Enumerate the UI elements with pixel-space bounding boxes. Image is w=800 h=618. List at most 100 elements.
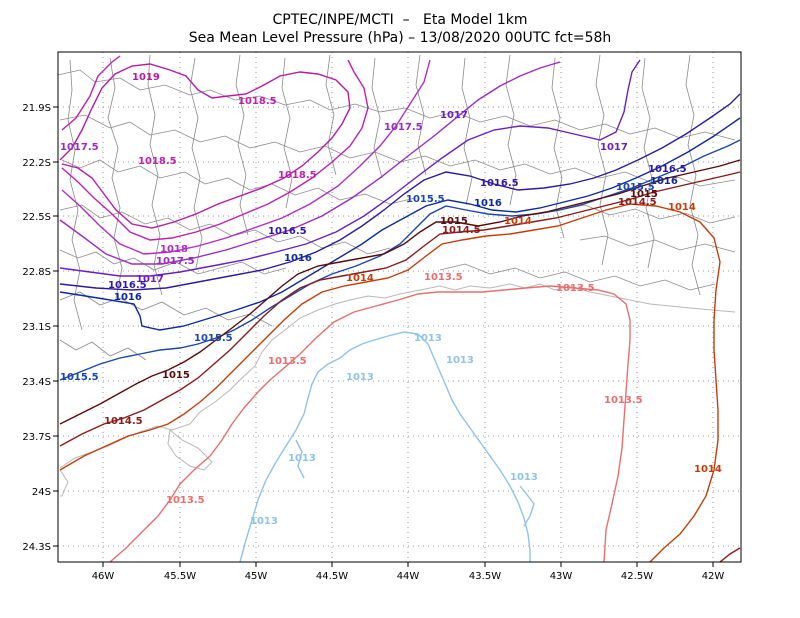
border-line bbox=[579, 235, 736, 253]
isobar-label: 1015 bbox=[630, 189, 658, 200]
axis-tick-marks bbox=[53, 106, 714, 567]
isobar-label: 1015.5 bbox=[616, 182, 655, 193]
y-tick-label: 22.8S bbox=[22, 267, 51, 278]
x-tick-label: 44.5W bbox=[316, 571, 348, 582]
isobar-1017-5 bbox=[59, 61, 561, 265]
isobar-label: 1014.5 bbox=[104, 416, 143, 427]
isobar-label: 1015.5 bbox=[194, 333, 233, 344]
x-tick-label: 43.5W bbox=[469, 571, 501, 582]
isobar-label: 1015.5 bbox=[406, 194, 445, 205]
x-tick-label: 45.5W bbox=[164, 571, 196, 582]
border-line bbox=[277, 235, 391, 255]
isobar-label: 1014.5 bbox=[442, 225, 481, 236]
border-line bbox=[147, 54, 163, 296]
border-line bbox=[371, 57, 383, 179]
isobar-label: 1016 bbox=[114, 292, 142, 303]
isobar-label: 1013 bbox=[414, 333, 442, 344]
isobar-1014-b bbox=[719, 547, 741, 562]
isobar-1013-c bbox=[519, 485, 535, 527]
x-tick-label: 46W bbox=[92, 571, 115, 582]
isobar-label: 1013 bbox=[346, 372, 374, 383]
x-tick-label: 44W bbox=[397, 571, 420, 582]
isobar-1018-5-b bbox=[61, 59, 369, 241]
plot-frame bbox=[57, 51, 742, 563]
isobar-label: 1017 bbox=[440, 110, 468, 121]
isobar-label: 1017.5 bbox=[156, 256, 195, 267]
isobar-label: 1018.5 bbox=[138, 156, 177, 167]
y-axis-labels: 21.9S 22.2S 22.5S 22.8S 23.1S 23.4S 23.7… bbox=[22, 103, 51, 553]
isobar-1018 bbox=[61, 59, 431, 255]
border-line bbox=[685, 54, 701, 296]
x-tick-label: 42W bbox=[702, 571, 725, 582]
isobar-label: 1019 bbox=[132, 72, 160, 83]
y-tick-label: 22.2S bbox=[22, 158, 51, 169]
isobar-1018-5 bbox=[61, 55, 121, 131]
isobar-label: 1013.5 bbox=[268, 356, 307, 367]
isobar-label: 1013.5 bbox=[424, 272, 463, 283]
y-tick-label: 23.7S bbox=[22, 432, 51, 443]
isobar-label: 1013 bbox=[288, 453, 316, 464]
coastline bbox=[59, 283, 736, 497]
isobar-label: 1017.5 bbox=[60, 142, 99, 153]
isobar-1013-b bbox=[295, 439, 305, 479]
y-tick-label: 23.4S bbox=[22, 377, 51, 388]
border-line bbox=[59, 204, 279, 243]
y-tick-label: 22.5S bbox=[22, 212, 51, 223]
x-tick-label: 42.5W bbox=[621, 571, 653, 582]
border-line bbox=[189, 57, 203, 269]
isobar-1019 bbox=[59, 63, 351, 229]
border-line bbox=[59, 114, 351, 159]
island-sao-sebastiao bbox=[59, 469, 69, 497]
border-line bbox=[235, 54, 249, 236]
border-line bbox=[551, 57, 565, 239]
isobar-label: 1014 bbox=[504, 216, 532, 227]
border-line bbox=[439, 263, 716, 291]
isobar-1015-5 bbox=[59, 139, 741, 381]
y-tick-label: 24S bbox=[32, 487, 51, 498]
isobar-label: 1013.5 bbox=[166, 495, 205, 506]
border-line bbox=[415, 54, 427, 176]
border-line bbox=[183, 307, 273, 327]
border-line bbox=[641, 57, 655, 269]
y-tick-label: 23.1S bbox=[22, 322, 51, 333]
y-tick-label: 21.9S bbox=[22, 103, 51, 114]
isobar-label: 1017 bbox=[136, 274, 164, 285]
border-line bbox=[59, 291, 185, 316]
isobar-label: 1016.5 bbox=[480, 178, 519, 189]
isobar-label: 1014.5 bbox=[618, 197, 657, 208]
isobar-label: 1013 bbox=[510, 472, 538, 483]
isobar-label: 1014 bbox=[668, 202, 696, 213]
plot-area: 1019 1018.5 1018.5 1018.5 1017.5 1017.5 … bbox=[58, 52, 741, 562]
isobar-label: 1013.5 bbox=[556, 283, 595, 294]
isobar-1014-5 bbox=[59, 171, 741, 447]
isobar-label: 1015.5 bbox=[60, 372, 99, 383]
isobar-1017 bbox=[59, 59, 641, 277]
border-line bbox=[325, 54, 337, 176]
x-tick-label: 45W bbox=[245, 571, 268, 582]
municipal-borders bbox=[58, 54, 736, 361]
border-line bbox=[461, 57, 473, 206]
border-line bbox=[59, 339, 147, 361]
isobar-label: 1014 bbox=[694, 464, 722, 475]
border-line bbox=[595, 54, 609, 266]
isobar-label: 1015 bbox=[440, 216, 468, 227]
map-title-line2: Sea Mean Level Pressure (hPa) – 13/08/20… bbox=[189, 30, 612, 46]
island-grande bbox=[167, 429, 213, 471]
isobar-label: 1016.5 bbox=[108, 280, 147, 291]
border-line bbox=[67, 59, 83, 331]
isobar-label: 1017.5 bbox=[384, 122, 423, 133]
isobar-labels: 1019 1018.5 1018.5 1018.5 1017.5 1017.5 … bbox=[60, 72, 722, 527]
isobar-1016 bbox=[59, 117, 741, 331]
isobar-label: 1014 bbox=[346, 273, 374, 284]
border-line bbox=[107, 57, 123, 299]
isobar-label: 1016 bbox=[474, 198, 502, 209]
y-tick-label: 24.3S bbox=[22, 542, 51, 553]
isobar-label: 1015 bbox=[162, 370, 190, 381]
isobar-label: 1016 bbox=[650, 176, 678, 187]
border-line bbox=[219, 261, 287, 275]
isobar-1014 bbox=[59, 203, 721, 562]
isobar-label: 1016.5 bbox=[648, 164, 687, 175]
isobar-1016-5 bbox=[59, 93, 741, 291]
isobar-label: 1013.5 bbox=[604, 395, 643, 406]
